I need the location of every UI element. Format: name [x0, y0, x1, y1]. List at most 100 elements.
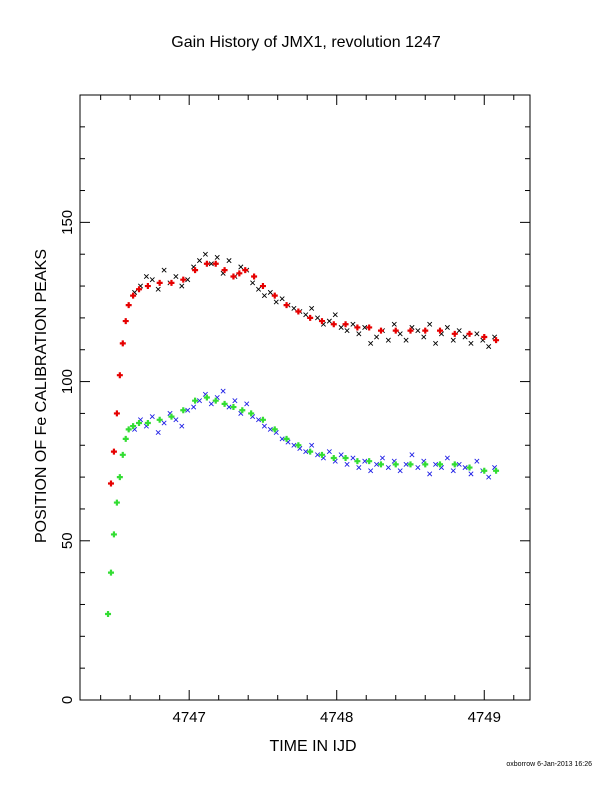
data-point	[179, 423, 185, 429]
data-point	[185, 277, 191, 283]
data-point	[433, 340, 439, 346]
data-point	[315, 315, 321, 321]
data-point	[130, 292, 137, 299]
data-point	[354, 324, 361, 331]
data-point	[259, 416, 266, 423]
data-point	[155, 286, 161, 292]
data-point	[180, 276, 187, 283]
data-point	[230, 273, 237, 280]
series-1	[132, 388, 498, 480]
data-point	[125, 302, 132, 309]
data-point	[283, 435, 290, 442]
x-axis-label: TIME IN IJD	[269, 738, 357, 755]
data-point	[456, 461, 462, 467]
data-point	[451, 330, 458, 337]
data-point	[385, 465, 391, 471]
data-point	[230, 404, 237, 411]
data-point	[332, 312, 338, 318]
data-point	[444, 324, 450, 330]
data-point	[221, 267, 228, 274]
data-point	[271, 426, 278, 433]
y-tick-label: 100	[59, 369, 76, 394]
data-point	[191, 404, 197, 410]
data-point	[468, 340, 474, 346]
data-point	[433, 461, 439, 467]
data-point	[221, 400, 228, 407]
data-point	[303, 312, 309, 318]
data-point	[326, 318, 332, 324]
data-point	[291, 305, 297, 311]
data-point	[397, 468, 403, 474]
data-point	[422, 327, 429, 334]
data-point	[474, 458, 480, 464]
data-point	[203, 260, 210, 267]
data-point	[291, 442, 297, 448]
data-point	[149, 414, 155, 420]
data-point	[481, 467, 488, 474]
data-point	[462, 465, 468, 471]
data-point	[362, 324, 368, 330]
series-group	[105, 251, 500, 618]
data-point	[212, 260, 219, 267]
data-point	[248, 410, 255, 417]
series-0	[132, 251, 498, 350]
data-point	[192, 397, 199, 404]
data-point	[168, 413, 175, 420]
data-point	[318, 451, 325, 458]
data-point	[368, 468, 374, 474]
data-point	[415, 465, 421, 471]
data-point	[110, 531, 117, 538]
data-point	[119, 340, 126, 347]
data-point	[481, 334, 488, 340]
data-point	[279, 296, 285, 302]
data-point	[279, 436, 285, 442]
data-point	[208, 261, 214, 267]
credit-footer: oxborrow 6-Jan-2013 16:26	[506, 761, 592, 768]
data-point	[493, 337, 500, 344]
data-point	[474, 331, 480, 337]
data-point	[307, 314, 314, 321]
data-point	[180, 407, 187, 414]
data-point	[377, 461, 384, 468]
data-point	[486, 474, 492, 480]
data-point	[130, 423, 137, 430]
data-point	[267, 426, 273, 432]
data-point	[427, 471, 433, 477]
data-point	[116, 474, 123, 481]
series-2	[107, 260, 500, 487]
data-point	[368, 340, 374, 346]
data-point	[338, 324, 344, 330]
data-point	[125, 426, 132, 433]
data-point	[256, 286, 262, 292]
data-point	[437, 327, 443, 334]
data-point	[493, 467, 500, 474]
data-point	[379, 455, 385, 461]
data-point	[295, 308, 302, 315]
data-point	[350, 455, 356, 461]
data-point	[462, 334, 468, 340]
data-point	[196, 398, 203, 404]
data-point	[113, 499, 120, 506]
data-point	[116, 372, 123, 379]
x-tick-label: 4748	[320, 709, 353, 726]
data-point	[403, 337, 409, 343]
data-point	[318, 318, 325, 325]
data-point	[196, 258, 203, 264]
data-point	[444, 455, 450, 461]
data-point	[295, 442, 302, 449]
data-point	[330, 321, 337, 328]
data-point	[366, 324, 373, 331]
data-point	[136, 286, 143, 293]
data-point	[226, 258, 232, 264]
data-point	[267, 289, 273, 295]
data-point	[161, 267, 167, 273]
y-tick-label: 0	[59, 696, 76, 704]
data-point	[303, 449, 309, 455]
data-point	[326, 449, 332, 455]
data-point	[344, 461, 350, 467]
data-point	[407, 327, 414, 334]
data-point	[366, 458, 373, 465]
data-point	[377, 327, 384, 334]
data-point	[391, 321, 397, 327]
